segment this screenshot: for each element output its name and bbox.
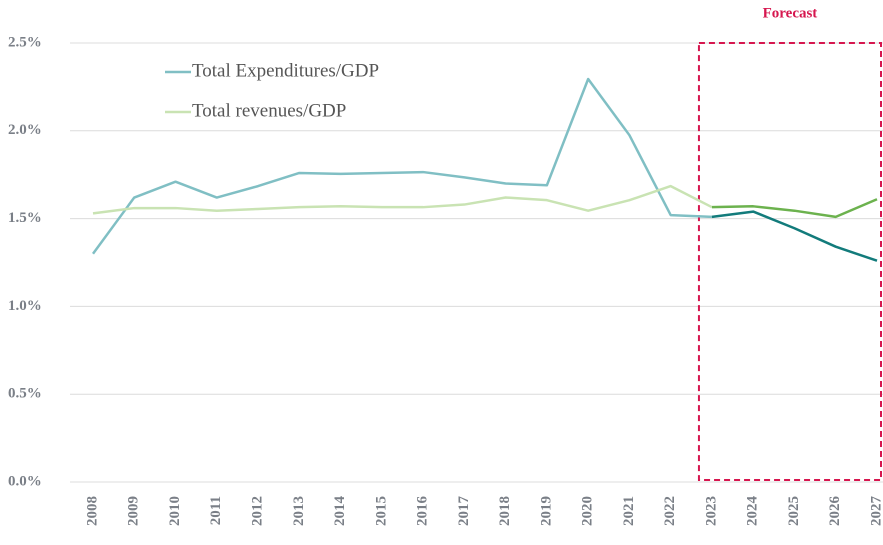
x-tick-label: 2025	[786, 496, 802, 526]
y-tick-label: 1.0%	[8, 298, 42, 314]
x-tick-label: 2011	[208, 496, 224, 525]
forecast-line	[711, 198, 878, 219]
forecast-label: Forecast	[763, 5, 818, 21]
x-tick-label: 2016	[415, 496, 431, 527]
y-tick-label: 0.5%	[8, 386, 42, 402]
legend-label: Total Expenditures/GDP	[192, 60, 379, 81]
x-tick-label: 2018	[497, 496, 513, 526]
forecast-line	[711, 210, 878, 262]
x-tick-label: 2022	[662, 496, 678, 526]
x-tick-label: 2012	[249, 496, 265, 526]
x-tick-label: 2014	[332, 496, 348, 527]
x-tick-label: 2019	[538, 496, 554, 526]
series-line	[91, 77, 713, 255]
y-tick-label: 2.5%	[8, 34, 42, 50]
y-tick-label: 2.0%	[8, 122, 42, 138]
x-tick-label: 2020	[580, 496, 596, 526]
x-tick-label: 2023	[703, 496, 719, 526]
series-line	[92, 184, 713, 215]
forecast-box	[697, 42, 883, 481]
y-tick-label: 1.5%	[8, 210, 42, 226]
x-tick-label: 2008	[84, 496, 100, 526]
x-tick-label: 2013	[291, 496, 307, 526]
x-tick-label: 2026	[827, 496, 843, 527]
legend-label: Total revenues/GDP	[192, 100, 346, 121]
y-tick-label: 0.0%	[8, 473, 42, 489]
x-tick-label: 2010	[167, 496, 183, 526]
x-tick-label: 2015	[373, 496, 389, 526]
x-tick-label: 2027	[868, 496, 883, 527]
x-tick-label: 2009	[126, 496, 142, 526]
x-tick-label: 2024	[745, 496, 761, 527]
x-tick-label: 2017	[456, 496, 472, 527]
x-tick-label: 2021	[621, 496, 637, 526]
